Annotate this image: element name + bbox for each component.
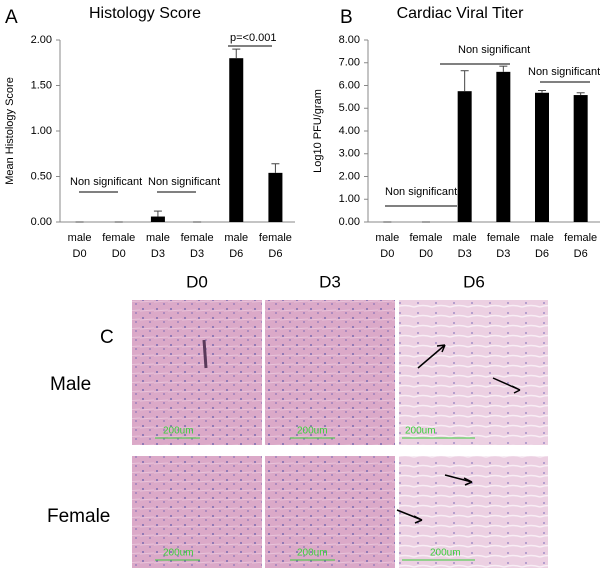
bar <box>229 58 244 223</box>
column-header: D3 <box>319 272 341 291</box>
scale-bars <box>155 437 475 561</box>
bar <box>496 71 511 222</box>
panel-c: C D0 D3 D6 Male Female 200um 200um 200um… <box>47 272 548 568</box>
y-tick-label: 8.00 <box>339 34 360 46</box>
chart-title: Histology Score <box>89 5 201 22</box>
column-header: D6 <box>463 272 485 291</box>
error-bar <box>499 65 508 72</box>
scale-label: 200um <box>430 548 461 559</box>
y-tick-label: 6.00 <box>339 79 360 91</box>
panel-label: A <box>5 7 18 28</box>
y-tick-label: 2.00 <box>31 34 52 46</box>
annotation: Non significant <box>385 186 457 198</box>
scale-label: 200um <box>297 548 328 559</box>
y-tick-label: 0.50 <box>31 170 52 182</box>
x-tick-label: female D0 <box>102 232 135 260</box>
error-bar <box>271 163 280 173</box>
micrograph <box>265 456 395 568</box>
x-tick-label: male D6 <box>530 232 554 260</box>
annotation: Non significant <box>70 176 142 188</box>
error-bar <box>232 48 241 59</box>
bar <box>150 216 165 222</box>
panel-label: B <box>340 7 353 28</box>
y-axis-label: Log10 PFU/gram <box>312 89 324 173</box>
scale-label: 200um <box>297 426 328 437</box>
x-tick-label: female D6 <box>259 232 292 260</box>
artifact <box>202 339 208 369</box>
panel-label: C <box>100 327 114 348</box>
row-label: Female <box>47 506 110 527</box>
micrograph <box>132 456 262 568</box>
arrows <box>396 344 521 524</box>
bar <box>268 172 283 222</box>
error-bar <box>538 90 546 93</box>
scale-label: 200um <box>405 426 436 437</box>
x-tick-label: female D3 <box>181 232 214 260</box>
error-bar <box>576 92 585 96</box>
x-tick-label: male D3 <box>453 232 477 260</box>
y-tick-label: 2.00 <box>339 170 360 182</box>
y-tick-label: 1.00 <box>339 193 360 205</box>
x-tick-label: female D0 <box>409 232 442 260</box>
y-tick-label: 4.00 <box>339 125 360 137</box>
chart: A Histology Score Mean Histology Score 0.00… <box>4 5 295 260</box>
micrograph <box>399 456 548 568</box>
micrograph <box>265 300 395 445</box>
micrograph <box>399 300 548 445</box>
annotation: Non significant <box>148 176 220 188</box>
scale-label: 200um <box>163 548 194 559</box>
column-header: D0 <box>186 272 208 291</box>
x-tick-label: male D3 <box>146 232 170 260</box>
x-tick-label: female D6 <box>564 232 597 260</box>
y-tick-label: 5.00 <box>339 102 360 114</box>
annotation: p=<0.001 <box>230 32 277 44</box>
micrograph <box>132 300 262 445</box>
annotation: Non significant <box>458 44 530 56</box>
x-tick-label: male D0 <box>68 232 92 260</box>
y-axis-label: Mean Histology Score <box>4 77 16 185</box>
chart: B Cardiac Viral Titer Log10 PFU/gram 0.00 1.… <box>312 5 600 260</box>
y-tick-label: 0.00 <box>339 216 360 228</box>
y-tick-label: 0.00 <box>31 216 52 228</box>
error-bar <box>460 70 469 92</box>
x-tick-label: male D6 <box>224 232 248 260</box>
chart-title: Cardiac Viral Titer <box>397 5 525 22</box>
bar <box>457 91 472 222</box>
x-tick-label: male D0 <box>375 232 399 260</box>
scale-label: 200um <box>163 426 194 437</box>
x-tick-label: female D3 <box>487 232 520 260</box>
annotation: Non significant <box>528 66 600 78</box>
y-tick-label: 7.00 <box>339 57 360 69</box>
y-tick-label: 1.00 <box>31 125 52 137</box>
y-tick-label: 1.50 <box>31 79 52 91</box>
row-label: Male <box>50 374 91 395</box>
y-tick-label: 3.00 <box>339 148 360 160</box>
error-bar <box>153 210 162 217</box>
bar <box>535 92 549 222</box>
bar <box>573 95 588 222</box>
